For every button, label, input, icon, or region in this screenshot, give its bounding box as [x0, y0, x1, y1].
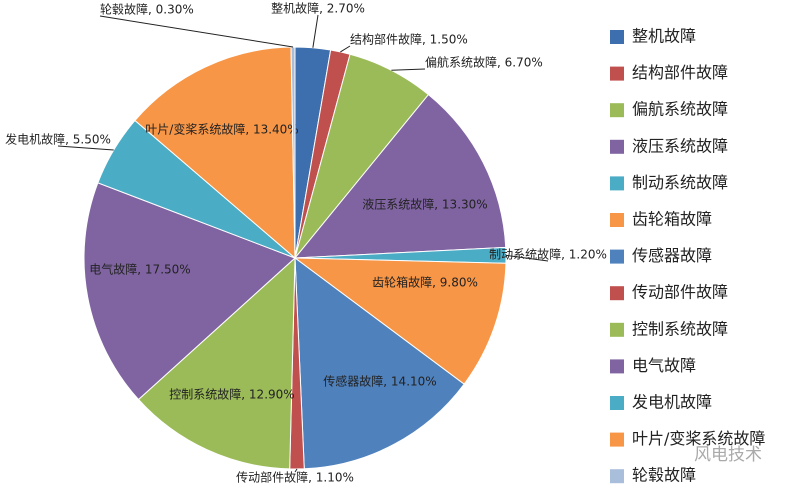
- legend-swatch: [610, 103, 624, 118]
- legend-label: 叶片/变桨系统故障: [632, 429, 765, 448]
- legend-swatch: [610, 359, 624, 374]
- legend-swatch: [610, 469, 624, 484]
- legend-swatch: [610, 66, 624, 81]
- legend-label: 传动部件故障: [632, 283, 728, 302]
- pie-slice: [134, 46, 296, 260]
- legend-label: 整机故障: [632, 27, 696, 46]
- data-label: 齿轮箱故障, 9.80%: [372, 275, 478, 290]
- data-label: 控制系统故障, 12.90%: [169, 387, 294, 402]
- legend-label: 发电机故障: [632, 393, 712, 412]
- pie-slice: [293, 93, 507, 259]
- legend-swatch: [610, 322, 624, 337]
- leader-line: [340, 45, 351, 53]
- leader-line: [312, 14, 319, 48]
- pie-slice: [137, 256, 296, 470]
- data-label: 传感器故障, 14.10%: [323, 374, 436, 389]
- data-label: 偏航系统故障, 6.70%: [425, 55, 543, 70]
- legend-label: 制动系统故障: [632, 173, 728, 192]
- legend-label: 控制系统故障: [632, 319, 728, 338]
- data-label: 整机故障, 2.70%: [271, 1, 365, 16]
- watermark: 风电技术: [694, 445, 762, 465]
- pie-slice: [294, 256, 465, 470]
- data-label: 传动部件故障, 1.10%: [236, 470, 354, 485]
- leader-line: [505, 254, 549, 262]
- legend-label: 齿轮箱故障: [632, 210, 712, 229]
- data-label: 制动系统故障, 1.20%: [489, 247, 607, 262]
- legend-swatch: [610, 213, 624, 227]
- pie-slice: [293, 257, 507, 385]
- data-label: 结构部件故障, 1.50%: [350, 32, 468, 47]
- legend-swatch: [610, 396, 624, 410]
- legend-label: 轮毂故障: [632, 466, 696, 485]
- data-label: 叶片/变桨系统故障, 13.40%: [145, 122, 298, 137]
- data-label: 电气故障, 17.50%: [89, 262, 190, 277]
- legend-label: 结构部件故障: [632, 63, 728, 82]
- legend-swatch: [610, 30, 624, 44]
- legend-label: 偏航系统故障: [632, 100, 728, 119]
- legend-swatch: [610, 176, 624, 191]
- data-label: 发电机故障, 5.50%: [5, 132, 111, 147]
- legend-label: 电气故障: [632, 356, 696, 375]
- leader-line: [99, 15, 294, 48]
- legend-swatch: [610, 432, 624, 447]
- data-label: 液压系统故障, 13.30%: [362, 197, 487, 212]
- legend-swatch: [610, 286, 624, 301]
- pie-slice: [83, 182, 296, 401]
- legend-label: 液压系统故障: [632, 136, 728, 155]
- leader-line: [57, 145, 114, 151]
- data-label: 轮毂故障, 0.30%: [100, 2, 194, 17]
- legend-label: 传感器故障: [632, 246, 712, 265]
- legend-swatch: [610, 249, 624, 264]
- leader-line: [391, 68, 426, 71]
- leader-line: [294, 468, 298, 473]
- legend-swatch: [610, 139, 624, 154]
